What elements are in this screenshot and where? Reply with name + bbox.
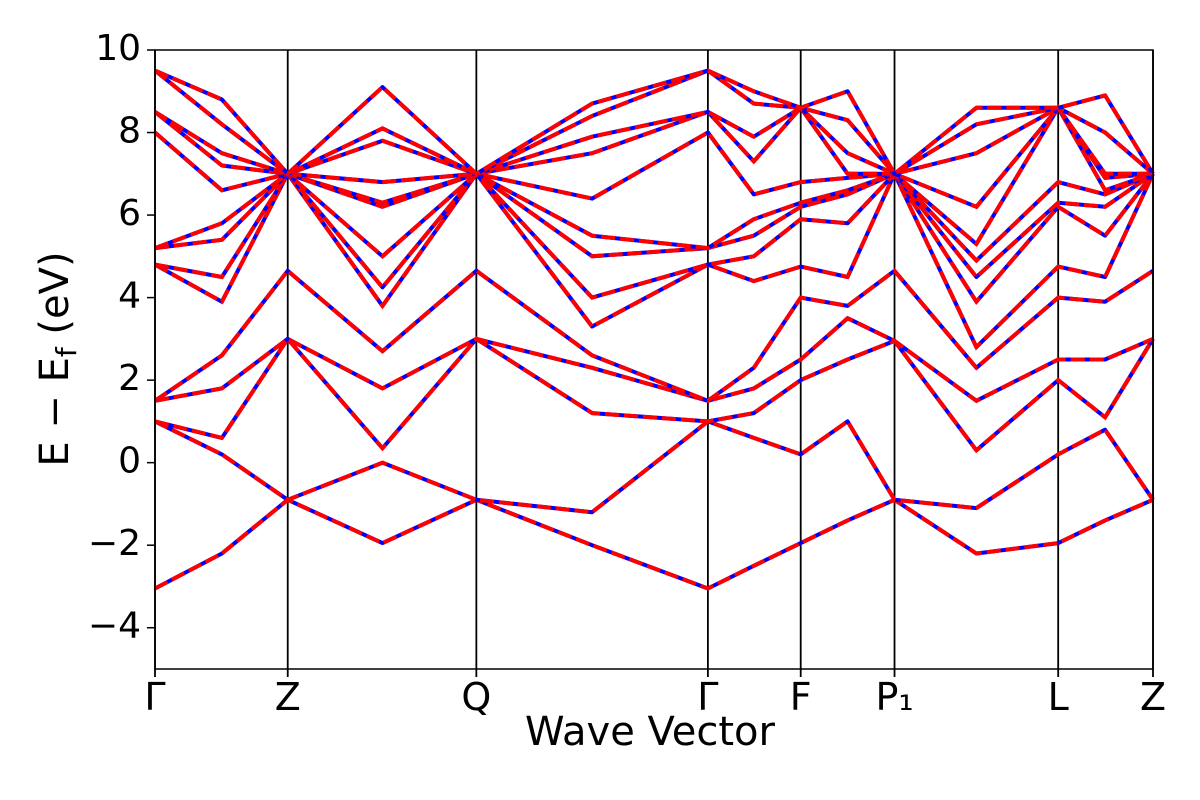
y-tick-label: −2: [88, 523, 141, 564]
x-tick-label: P₁: [875, 675, 913, 719]
band-line-dashed: [153, 104, 1154, 210]
x-tick-label: Z: [275, 675, 301, 719]
y-tick-label: 8: [118, 111, 141, 152]
y-tick-label: 0: [118, 441, 141, 482]
band-line-dashed: [153, 267, 1155, 404]
band-line: [154, 419, 1155, 515]
x-axis-label: Wave Vector: [525, 709, 776, 755]
band-line-dashed: [154, 315, 1154, 404]
band-line-dashed: [154, 418, 1155, 515]
band-line-dashed: [154, 497, 1154, 591]
y-label-suffix: (eV): [32, 251, 78, 347]
band-line-dashed: [154, 171, 1154, 264]
band-line-dashed: [154, 171, 1155, 280]
x-tick-label: Γ: [697, 675, 718, 719]
band-line: [154, 497, 1154, 591]
x-tick-label: Z: [1140, 675, 1166, 719]
y-tick-label: 2: [118, 358, 141, 399]
x-tick-label: Γ: [144, 675, 165, 719]
band-line-dashed: [154, 335, 1155, 454]
band-line-dashed: [153, 105, 1153, 176]
band-line-dashed: [153, 68, 1155, 177]
y-tick-label: 10: [95, 28, 141, 69]
y-tick-label: −4: [88, 606, 141, 647]
band-line-dashed: [154, 170, 1155, 306]
y-tick-label: 6: [118, 193, 141, 234]
x-tick-label: Q: [461, 675, 491, 719]
y-tick-label: 4: [118, 276, 141, 317]
plot-frame: [154, 49, 1154, 670]
band-line-dashed: [154, 169, 1155, 351]
band-line-dashed: [153, 103, 1154, 248]
y-label-main: E − E: [32, 357, 78, 467]
x-tick-label: F: [790, 675, 812, 719]
y-axis-label: E − Ef (eV): [32, 251, 83, 466]
x-tick-label: L: [1048, 675, 1069, 719]
band-line-dashed: [154, 68, 1155, 177]
y-label-sub: f: [50, 346, 83, 357]
